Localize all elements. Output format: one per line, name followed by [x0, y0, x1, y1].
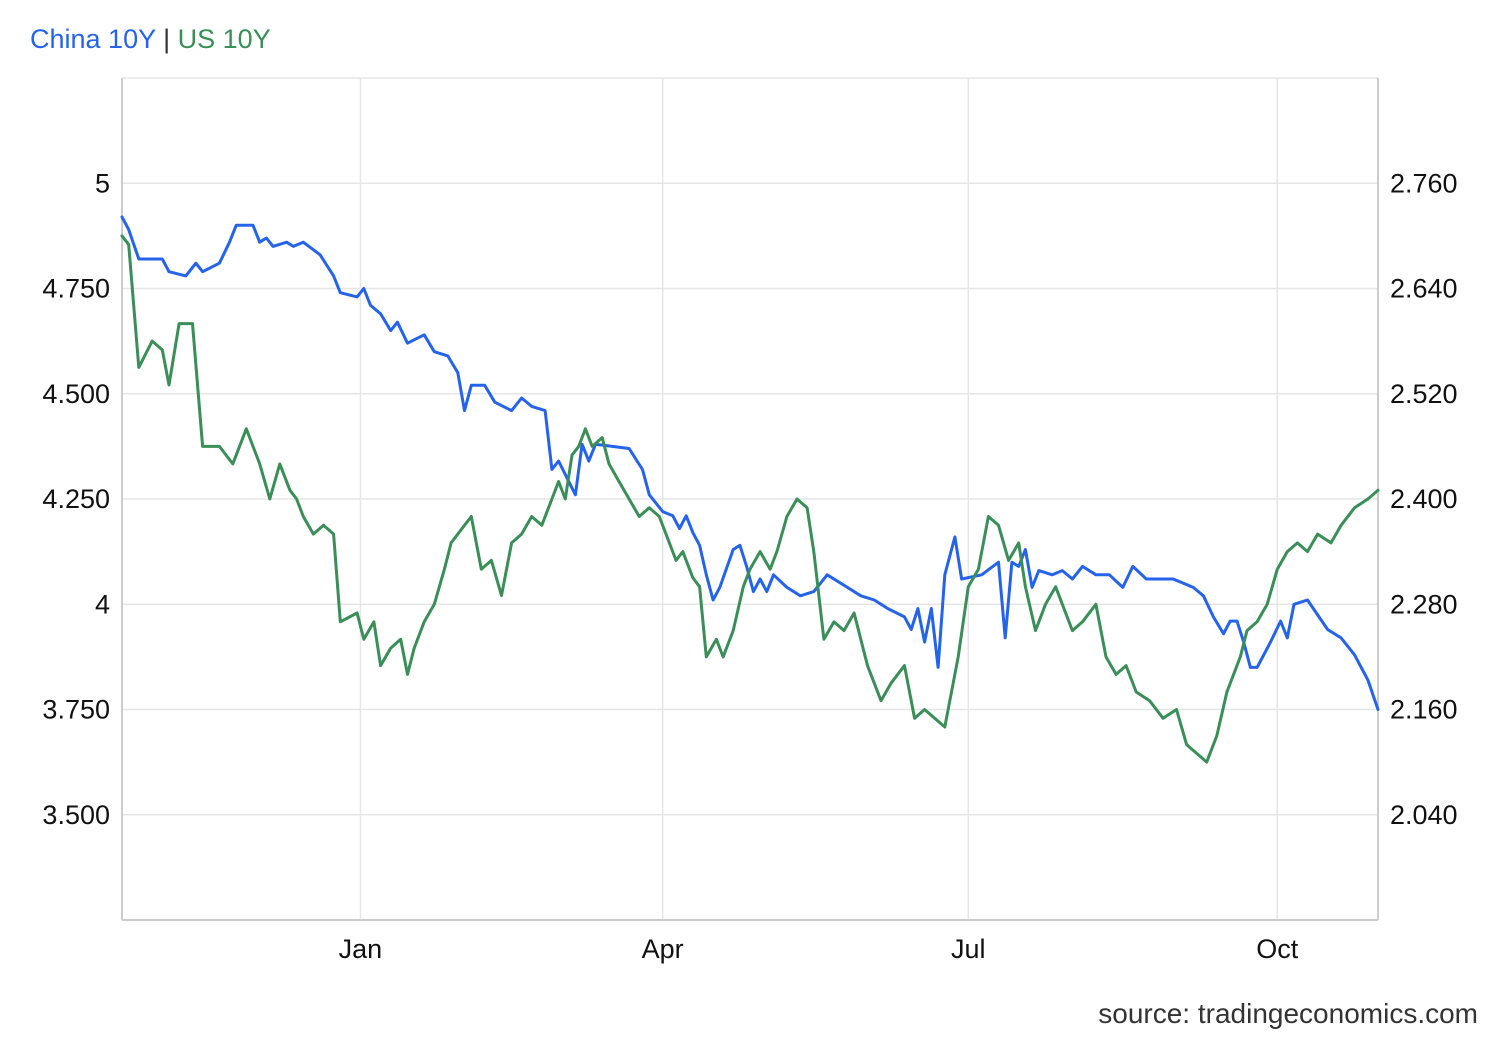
- y-right-tick-label: 2.040: [1390, 800, 1458, 830]
- x-tick-label: Jan: [339, 934, 383, 964]
- legend-china-10y[interactable]: China 10Y: [30, 24, 156, 54]
- series-line-china-10y[interactable]: [120, 215, 1380, 711]
- legend-separator: |: [163, 24, 171, 54]
- y-left-tick-label: 3.500: [42, 800, 110, 830]
- x-tick-label: Apr: [642, 934, 684, 964]
- line-chart: 5 4.750 4.500 4.250 4 3.750 3.500 2.760 2.640 2.5…: [42, 77, 1458, 964]
- y-right-tick-label: 2.280: [1390, 589, 1458, 619]
- y-right-tick-label: 2.520: [1390, 379, 1458, 409]
- y-left-tick-label: 3.750: [42, 695, 110, 725]
- y-left-tick-label: 5: [95, 168, 110, 198]
- x-tick-label: Oct: [1256, 934, 1299, 964]
- y-right-tick-label: 2.160: [1390, 695, 1458, 725]
- series-lines: [120, 215, 1380, 764]
- y-left-tick-label: 4.250: [42, 484, 110, 514]
- y-right-tick-label: 2.400: [1390, 484, 1458, 514]
- y-left-tick-label: 4.500: [42, 379, 110, 409]
- tick-labels: 5 4.750 4.500 4.250 4 3.750 3.500 2.760 2.640 2.5…: [42, 168, 1457, 964]
- y-right-tick-label: 2.640: [1390, 274, 1458, 304]
- legend-us-10y[interactable]: US 10Y: [177, 24, 271, 54]
- chart-legend: China 10Y | US 10Y: [30, 24, 271, 55]
- y-left-tick-label: 4.750: [42, 274, 110, 304]
- x-tick-label: Jul: [951, 934, 986, 964]
- series-line-us-10y[interactable]: [120, 234, 1380, 764]
- y-right-tick-label: 2.760: [1390, 168, 1458, 198]
- grid: [121, 77, 1379, 921]
- y-left-tick-label: 4: [95, 589, 110, 619]
- source-attribution: source: tradingeconomics.com: [1098, 998, 1478, 1029]
